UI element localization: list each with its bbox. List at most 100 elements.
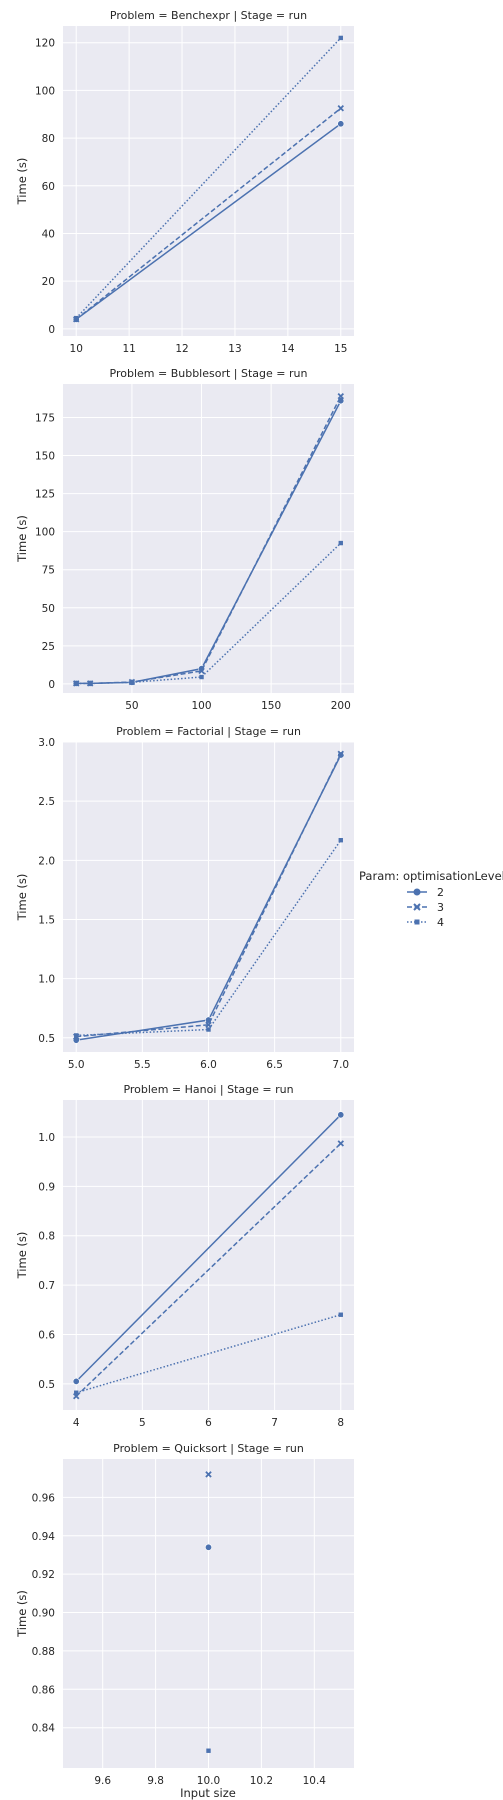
y-tick-label: 75: [42, 565, 55, 577]
y-axis-label: Time (s): [15, 1590, 29, 1638]
y-tick-label: 0.94: [32, 1531, 56, 1543]
legend-marker-square: [414, 919, 420, 925]
chart-panel-2: 50 100 150 200 0 25 50 75 100 125 150 175 Problem = …: [15, 367, 354, 712]
y-axis-label: Time (s): [15, 158, 29, 206]
y-tick-label: 0.6: [38, 1329, 55, 1341]
y-tick-label: 0.7: [38, 1280, 55, 1292]
data-point-circle: [337, 120, 345, 128]
y-tick-label: 0.90: [32, 1608, 55, 1620]
y-tick-label: 2.0: [38, 855, 55, 867]
x-tick-label: 9.6: [94, 1775, 111, 1787]
x-tick-label: 7: [271, 1417, 278, 1429]
y-tick-label: 1.0: [38, 1132, 55, 1144]
data-point-square: [129, 680, 135, 685]
data-point-square: [87, 681, 93, 686]
panel-title: Problem = Bubblesort | Stage = run: [110, 367, 308, 380]
plot-background: [63, 26, 354, 336]
data-point-square: [74, 315, 79, 321]
y-axis-label: Time (s): [15, 1232, 29, 1280]
x-axis-label: Input size: [180, 1786, 236, 1800]
legend-entry-3: 3: [407, 901, 444, 914]
data-point-square: [338, 838, 343, 843]
data-point-square: [199, 674, 204, 680]
y-tick-label: 0.8: [38, 1231, 55, 1243]
chart-panel-3: 5.0 5.5 6.0 6.5 7.0 0.5 1.0 1.5 2.0 2.5 3.0 Problem…: [15, 725, 354, 1071]
data-point-circle: [337, 1111, 345, 1119]
y-axis-label: Time (s): [15, 515, 29, 563]
x-tick-label: 5: [139, 1417, 146, 1429]
series-line-2: [75, 1114, 342, 1382]
series-line-2: [75, 123, 342, 320]
data-point-x: [198, 667, 205, 675]
x-tick-label: 6.5: [266, 1059, 283, 1071]
series-line-4: [76, 542, 342, 685]
legend-label-3: 3: [437, 901, 444, 914]
legend-entry-4: 4: [407, 916, 444, 929]
data-point-square: [74, 681, 79, 686]
y-tick-label: 1.5: [38, 914, 55, 926]
y-tick-label: 0: [48, 679, 55, 691]
x-tick-label: 150: [261, 700, 281, 712]
y-tick-label: 60: [42, 181, 55, 193]
y-tick-label: 175: [35, 412, 55, 424]
data-point-square: [74, 1033, 79, 1038]
y-tick-label: 80: [42, 133, 55, 145]
x-tick-label: 11: [122, 343, 135, 355]
data-point-circle: [205, 1543, 213, 1551]
x-tick-label: 100: [192, 700, 212, 712]
y-tick-label: 120: [35, 38, 55, 50]
legend-marker-circle: [413, 888, 421, 896]
y-tick-label: 0.9: [38, 1181, 55, 1193]
y-tick-label: 150: [35, 451, 55, 463]
x-tick-label: 10: [70, 343, 83, 355]
panel-title: Problem = Hanoi | Stage = run: [123, 1083, 293, 1096]
x-tick-label: 9.8: [147, 1775, 164, 1787]
y-tick-label: 100: [35, 85, 55, 97]
y-tick-label: 0.5: [38, 1033, 55, 1045]
x-tick-label: 12: [175, 343, 188, 355]
legend-entry-2: 2: [407, 886, 444, 899]
y-tick-label: 40: [42, 228, 55, 240]
x-tick-label: 15: [334, 343, 347, 355]
x-tick-label: 10.2: [250, 1775, 273, 1787]
y-tick-label: 2.5: [38, 796, 55, 808]
data-point-x: [205, 1471, 212, 1478]
data-point-x: [337, 750, 345, 758]
y-tick-label: 0.84: [32, 1723, 56, 1735]
x-tick-label: 5.0: [68, 1059, 85, 1071]
x-tick-label: 13: [228, 343, 241, 355]
y-tick-label: 0.5: [38, 1379, 55, 1391]
chart-panel-4: 4 5 6 7 8 0.5 0.6 0.7 0.8 0.9 1.0 Problem = Hanoi |…: [15, 1083, 354, 1429]
x-tick-label: 4: [73, 1417, 80, 1429]
legend-label-4: 4: [437, 916, 444, 929]
x-tick-label: 8: [337, 1417, 344, 1429]
panel-title: Problem = Benchexpr | Stage = run: [110, 9, 307, 22]
panel-title: Problem = Factorial | Stage = run: [116, 725, 301, 738]
y-tick-label: 0.88: [32, 1646, 55, 1658]
y-tick-label: 20: [42, 276, 55, 288]
y-axis-label: Time (s): [15, 874, 29, 922]
y-tick-label: 0.86: [32, 1684, 56, 1696]
y-tick-label: 25: [42, 641, 55, 653]
series-line-4: [76, 1314, 341, 1394]
data-point-square: [206, 1027, 211, 1032]
data-point-square: [338, 540, 343, 546]
chart-panel-5: 9.6 9.8 10.0 10.2 10.4 0.84 0.86 0.88 0.90 0.92 0.…: [15, 1442, 354, 1787]
data-point-x: [337, 392, 345, 400]
x-tick-label: 6: [205, 1417, 212, 1429]
x-tick-label: 14: [281, 343, 295, 355]
x-tick-label: 10.0: [197, 1775, 220, 1787]
y-tick-label: 0.96: [32, 1492, 56, 1504]
series-line-3: [75, 107, 342, 320]
y-tick-label: 100: [35, 527, 55, 539]
data-point-circle: [72, 1377, 80, 1385]
x-tick-label: 200: [331, 700, 351, 712]
y-tick-label: 0.92: [32, 1569, 55, 1581]
series-line-4: [75, 37, 342, 319]
x-tick-label: 7.0: [332, 1059, 349, 1071]
chart-panel-1: 10 11 12 13 14 15 0 20 40 60 80 100 120 Problem = Ben…: [15, 9, 354, 355]
y-tick-label: 3.0: [38, 737, 55, 749]
data-point-square: [338, 1312, 343, 1317]
